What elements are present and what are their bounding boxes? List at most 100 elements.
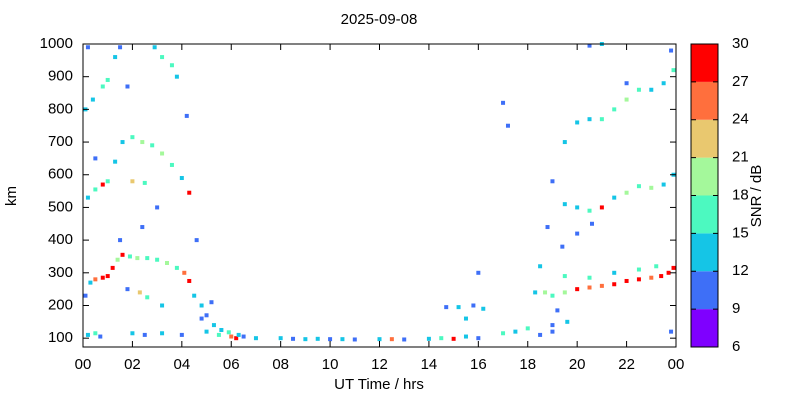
colorbar-bin bbox=[691, 195, 718, 234]
data-point bbox=[118, 238, 123, 243]
data-point bbox=[463, 316, 468, 321]
data-point bbox=[142, 180, 147, 185]
data-point bbox=[152, 45, 157, 50]
data-point bbox=[98, 334, 103, 339]
data-point bbox=[439, 336, 444, 341]
data-point bbox=[481, 306, 486, 311]
colorbar-tick-label: 21 bbox=[732, 149, 749, 166]
data-point bbox=[85, 195, 90, 200]
data-point bbox=[562, 290, 567, 295]
data-point bbox=[649, 275, 654, 280]
data-point bbox=[587, 117, 592, 122]
data-point bbox=[229, 334, 234, 339]
data-point bbox=[187, 278, 192, 283]
x-tick-label: 02 bbox=[124, 356, 141, 373]
data-point bbox=[538, 332, 543, 337]
data-point bbox=[211, 323, 216, 328]
x-tick-label: 00 bbox=[668, 356, 685, 373]
data-point bbox=[533, 290, 538, 295]
data-point bbox=[187, 190, 192, 195]
colorbar-tick-label: 12 bbox=[732, 262, 749, 279]
data-point bbox=[105, 77, 110, 82]
data-point bbox=[476, 270, 481, 275]
data-point bbox=[599, 117, 604, 122]
data-point bbox=[160, 55, 165, 60]
data-point bbox=[118, 45, 123, 50]
data-point bbox=[155, 257, 160, 262]
data-point bbox=[402, 337, 407, 342]
data-point bbox=[505, 123, 510, 128]
data-point bbox=[100, 275, 105, 280]
data-point bbox=[160, 303, 165, 308]
data-point bbox=[219, 328, 224, 333]
data-point bbox=[624, 278, 629, 283]
x-tick-label: 04 bbox=[173, 356, 190, 373]
data-point bbox=[253, 336, 258, 341]
data-point bbox=[426, 336, 431, 341]
data-point bbox=[550, 323, 555, 328]
data-point bbox=[199, 316, 204, 321]
data-point bbox=[671, 265, 676, 270]
colorbar-tick-label: 15 bbox=[732, 224, 749, 241]
data-point bbox=[587, 285, 592, 290]
data-point bbox=[155, 205, 160, 210]
data-point bbox=[199, 303, 204, 308]
data-point bbox=[140, 140, 145, 145]
data-point bbox=[669, 329, 674, 334]
data-point bbox=[169, 162, 174, 167]
data-point bbox=[182, 270, 187, 275]
data-point bbox=[550, 179, 555, 184]
data-point bbox=[88, 280, 93, 285]
data-point bbox=[612, 195, 617, 200]
colorbar-tick-label: 9 bbox=[732, 300, 740, 317]
data-point bbox=[649, 185, 654, 190]
data-point bbox=[83, 293, 88, 298]
data-point bbox=[120, 252, 125, 257]
data-point bbox=[113, 159, 118, 164]
data-point bbox=[303, 337, 308, 342]
data-point bbox=[599, 283, 604, 288]
data-point bbox=[513, 329, 518, 334]
data-point bbox=[525, 326, 530, 331]
data-point bbox=[130, 135, 135, 140]
x-tick-label: 06 bbox=[223, 356, 240, 373]
data-point bbox=[127, 254, 132, 259]
data-point bbox=[575, 205, 580, 210]
data-point bbox=[599, 205, 604, 210]
colorbar-bin bbox=[691, 119, 718, 158]
data-point bbox=[340, 337, 345, 342]
data-point bbox=[543, 290, 548, 295]
data-point bbox=[226, 330, 231, 335]
data-point bbox=[105, 274, 110, 279]
data-point bbox=[100, 182, 105, 187]
data-point bbox=[636, 267, 641, 272]
x-tick-label: 08 bbox=[272, 356, 289, 373]
data-point bbox=[636, 277, 641, 282]
chart-title: 2025-09-08 bbox=[341, 11, 418, 28]
y-tick-label: 500 bbox=[48, 198, 73, 215]
data-point bbox=[291, 336, 296, 341]
data-point bbox=[550, 329, 555, 334]
data-point bbox=[575, 231, 580, 236]
data-point bbox=[236, 332, 241, 337]
data-point bbox=[93, 187, 98, 192]
data-point bbox=[389, 337, 394, 342]
y-axis-label: km bbox=[3, 186, 20, 206]
colorbar-tick-label: 6 bbox=[732, 338, 740, 355]
data-point bbox=[184, 113, 189, 118]
data-point bbox=[451, 336, 456, 341]
data-point bbox=[661, 81, 666, 86]
x-tick-label: 10 bbox=[322, 356, 339, 373]
data-point bbox=[93, 331, 98, 336]
data-point bbox=[587, 208, 592, 213]
data-point bbox=[115, 257, 120, 262]
data-point bbox=[538, 264, 543, 269]
data-point bbox=[636, 184, 641, 189]
x-tick-label: 20 bbox=[569, 356, 586, 373]
colorbar-bin bbox=[691, 309, 718, 347]
y-tick-label: 100 bbox=[48, 329, 73, 346]
x-tick-label: 22 bbox=[618, 356, 635, 373]
colorbar-bin bbox=[691, 81, 718, 120]
data-point bbox=[649, 87, 654, 92]
